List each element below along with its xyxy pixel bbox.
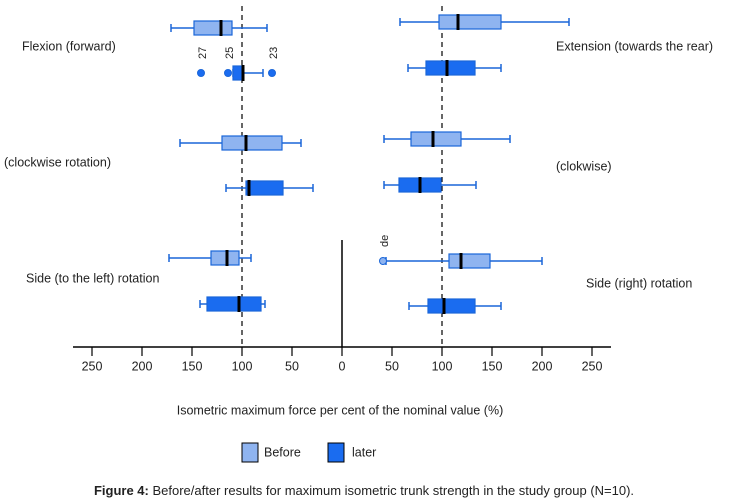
x-tick-label: 150 [182,359,203,373]
outlier [224,69,232,77]
caption: Figure 4: Before/after results for maxim… [94,483,634,498]
group-label: (clockwise rotation) [4,155,111,169]
box [448,253,491,269]
caption-text: Before/after results for maximum isometr… [152,483,634,498]
box [425,60,476,76]
outlier-label: 23 [268,47,280,59]
x-tick-label: 250 [582,359,603,373]
outlier-label: de [379,235,391,247]
x-tick-label: 100 [232,359,253,373]
caption-label: Figure 4: [94,483,149,498]
box [193,20,233,36]
box [210,250,240,266]
group-label: Side (right) rotation [586,276,692,290]
x-tick-label: 200 [132,359,153,373]
x-tick-label: 50 [385,359,399,373]
outlier-label: 27 [197,47,209,59]
x-tick-label: 200 [532,359,553,373]
x-tick-label: 150 [482,359,503,373]
group-label: Side (to the left) rotation [26,271,159,285]
legend-swatch [241,442,259,463]
box [245,180,284,196]
outlier [268,69,276,77]
legend-swatch [327,442,345,463]
box [206,296,262,312]
x-tick-label: 50 [285,359,299,373]
x-tick-label: 100 [432,359,453,373]
group-label: Extension (towards the rear) [556,39,713,53]
box [221,135,283,151]
outlier-label: 25 [224,47,236,59]
x-tick-label: 0 [339,359,346,373]
x-tick-label: 250 [82,359,103,373]
box [427,298,476,314]
outlier [379,257,387,265]
group-label: (clokwise) [556,159,612,173]
outlier [197,69,205,77]
group-label: Flexion (forward) [22,39,116,53]
box [410,131,462,147]
box [438,14,502,30]
legend-label: Before [264,445,301,459]
x-axis-label: Isometric maximum force per cent of the … [177,403,504,417]
legend-label: later [352,445,376,459]
